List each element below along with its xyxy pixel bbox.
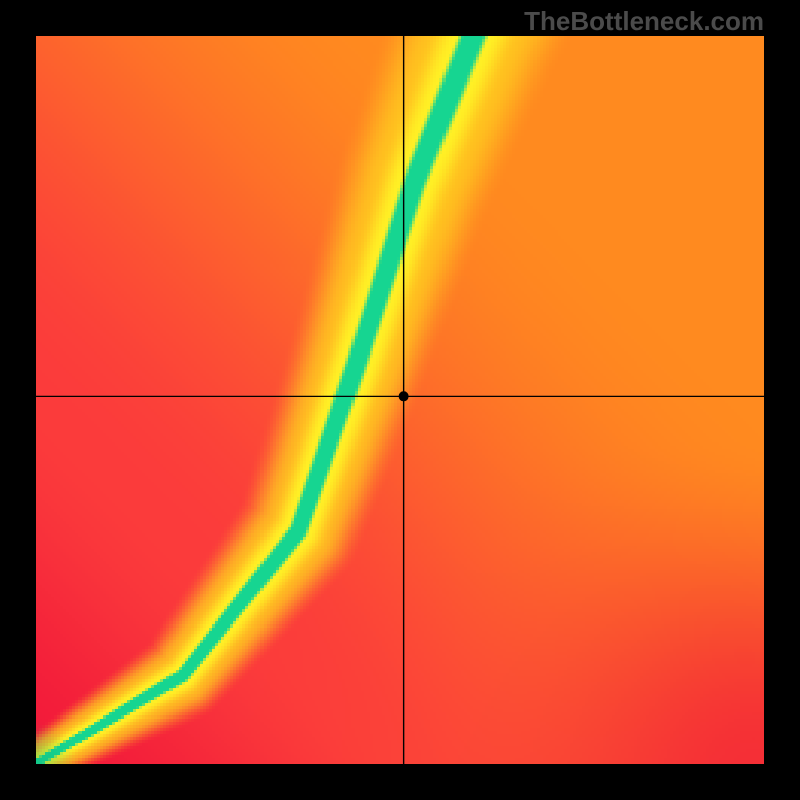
watermark-text: TheBottleneck.com [524, 6, 764, 37]
heatmap-canvas [0, 0, 800, 800]
chart-root: TheBottleneck.com [0, 0, 800, 800]
